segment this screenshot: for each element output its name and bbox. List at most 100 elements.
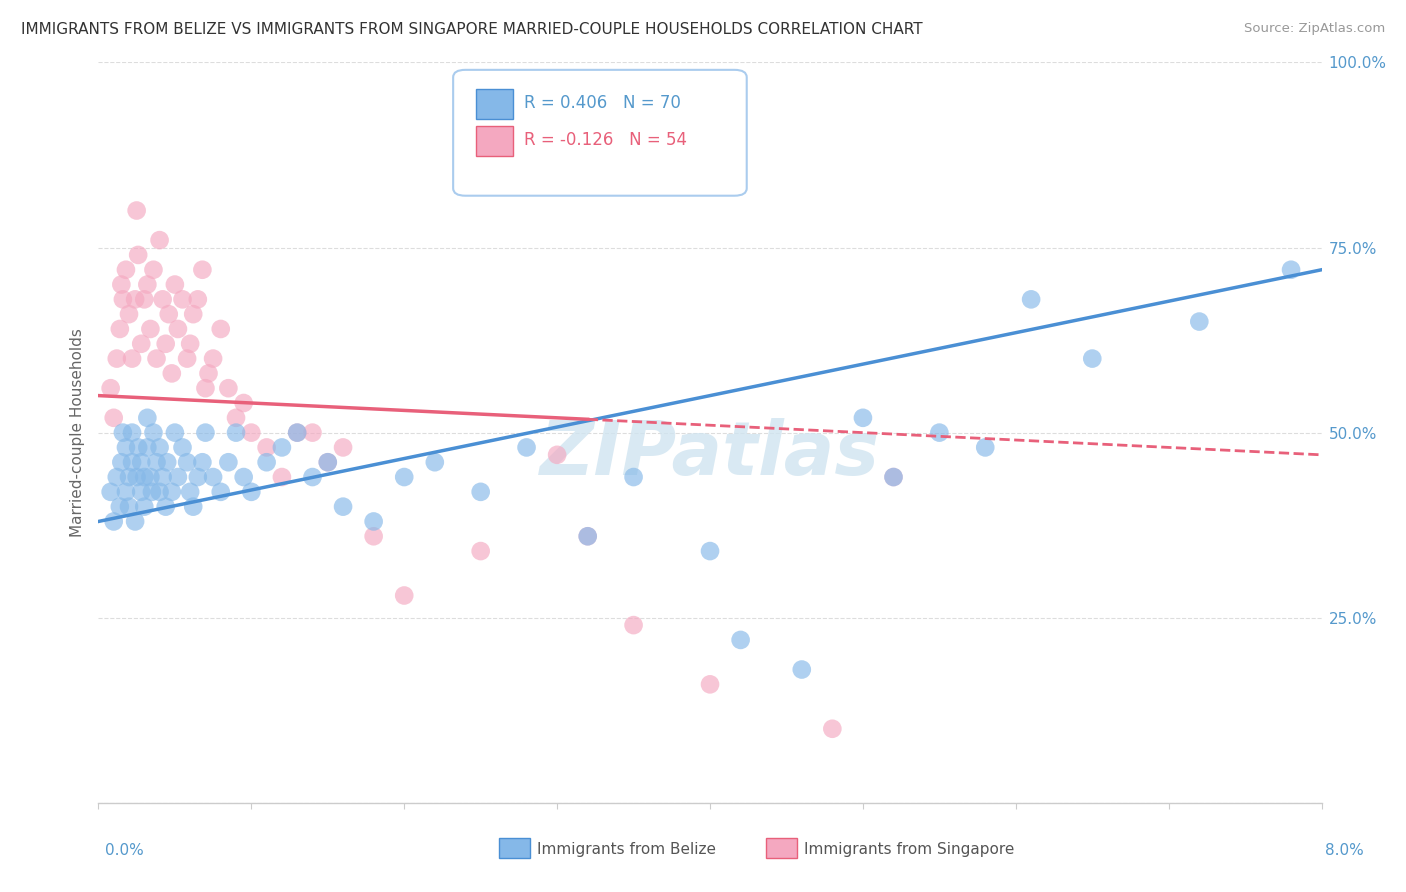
Point (209, 484, 232, 499)
Point (225, 410, 247, 425)
Point (145, 455, 167, 469)
Point (129, 455, 152, 469)
Point (160, 484, 183, 499)
Point (157, 307, 180, 321)
Point (163, 425, 186, 440)
Point (136, 277, 159, 292)
Point (202, 351, 225, 366)
Text: R = 0.406   N = 70: R = 0.406 N = 70 (524, 95, 681, 112)
Point (181, 500, 204, 514)
Point (194, 425, 217, 440)
Point (142, 425, 165, 440)
Point (821, 722, 844, 736)
Point (141, 484, 163, 499)
Point (100, 381, 122, 395)
Point (852, 410, 875, 425)
Point (285, 425, 308, 440)
Point (974, 441, 997, 455)
Text: Immigrants from Belize: Immigrants from Belize (537, 842, 716, 856)
Point (197, 367, 219, 381)
Point (883, 470, 905, 484)
Point (129, 484, 152, 499)
Point (470, 544, 492, 558)
Point (546, 448, 568, 462)
Point (108, 500, 131, 514)
Point (152, 470, 174, 484)
Point (187, 293, 209, 307)
Point (176, 455, 198, 469)
Point (191, 455, 214, 469)
Point (316, 455, 339, 469)
Point (699, 677, 721, 691)
Point (118, 470, 141, 484)
Point (301, 425, 323, 440)
Point (172, 441, 194, 455)
Point (191, 262, 214, 277)
Point (167, 470, 190, 484)
Point (105, 470, 128, 484)
Point (179, 484, 201, 499)
Point (134, 293, 156, 307)
Point (129, 336, 152, 351)
Point (111, 293, 134, 307)
Point (270, 470, 294, 484)
Point (1279, 262, 1302, 277)
Point (392, 470, 416, 484)
Point (699, 544, 721, 558)
Y-axis label: Married-couple Households: Married-couple Households (69, 328, 84, 537)
Point (576, 529, 599, 543)
Text: Immigrants from Singapore: Immigrants from Singapore (804, 842, 1015, 856)
Text: R = -0.126   N = 54: R = -0.126 N = 54 (524, 131, 688, 149)
Text: 0.0%: 0.0% (105, 843, 145, 858)
Point (136, 441, 159, 455)
Point (232, 470, 254, 484)
Point (392, 589, 416, 603)
Point (127, 441, 149, 455)
Point (115, 484, 138, 499)
Point (194, 381, 217, 395)
Text: Source: ZipAtlas.com: Source: ZipAtlas.com (1244, 22, 1385, 36)
Point (156, 455, 179, 469)
Point (217, 455, 239, 469)
Point (217, 381, 239, 395)
Point (134, 500, 156, 514)
Point (152, 293, 174, 307)
Point (209, 322, 232, 336)
Point (121, 455, 143, 469)
Point (225, 425, 247, 440)
Point (115, 262, 138, 277)
Point (256, 455, 278, 469)
Point (176, 351, 198, 366)
Point (790, 663, 813, 677)
Point (124, 293, 146, 307)
Point (149, 484, 172, 499)
Point (110, 455, 132, 469)
Point (730, 632, 752, 647)
Point (163, 277, 186, 292)
Point (332, 500, 354, 514)
Point (127, 248, 149, 262)
Point (202, 470, 225, 484)
Point (155, 500, 177, 514)
Point (883, 470, 905, 484)
Point (118, 500, 141, 514)
Point (623, 470, 645, 484)
Point (1019, 293, 1042, 307)
Point (181, 307, 204, 321)
Point (301, 470, 323, 484)
Point (1188, 314, 1211, 328)
Point (134, 470, 156, 484)
Point (240, 484, 263, 499)
Point (270, 441, 294, 455)
FancyBboxPatch shape (477, 126, 513, 156)
Point (121, 425, 143, 440)
Point (155, 336, 177, 351)
Point (179, 336, 201, 351)
FancyBboxPatch shape (453, 70, 747, 195)
Point (316, 455, 339, 469)
Point (108, 322, 131, 336)
Point (423, 455, 446, 469)
Point (100, 484, 122, 499)
Point (121, 351, 143, 366)
Text: ZIPatlas: ZIPatlas (540, 418, 880, 491)
